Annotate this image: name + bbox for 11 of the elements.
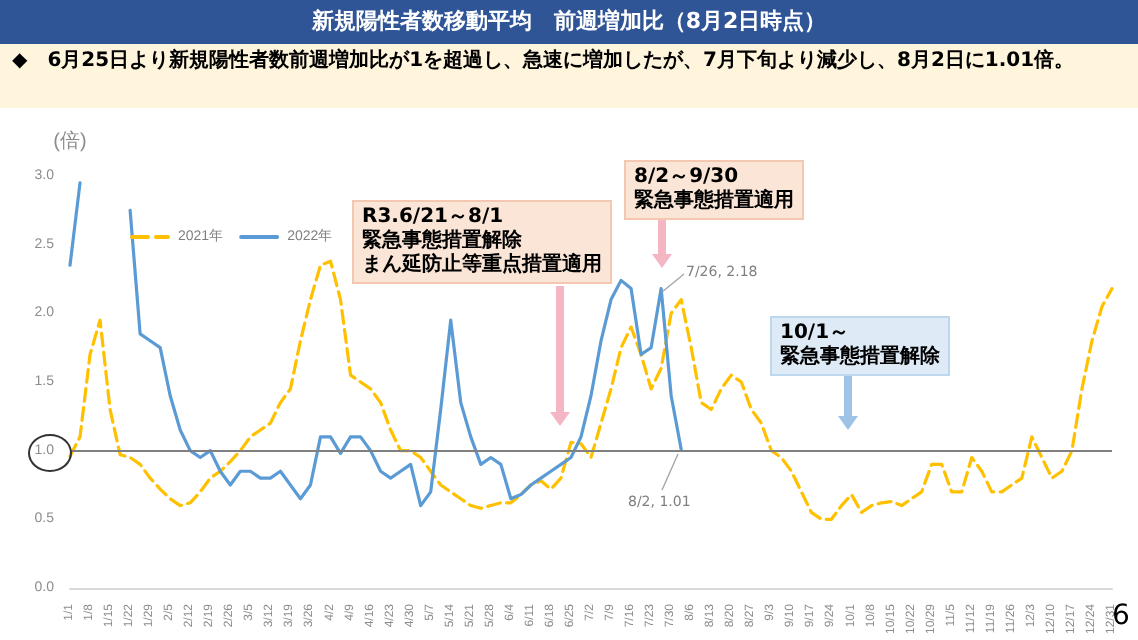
y-axis-title: (倍) [53,129,87,153]
chart-subtitle: ◆ 6月25日より新規陽性者数前週増加比が1を超過し、急速に増加したが、7月下旬より減少し、8月2日に1.01倍。 [0,44,1138,108]
annotation: まん延防止等重点措置適用 [362,254,602,278]
annotation: 緊急事態措置解除 [362,230,524,253]
annotation: 緊急事態措置適用 [634,190,794,214]
annotation: 10/1～ [780,322,852,345]
annotation: 8/2～9/30 [634,166,741,189]
chart-title: 新規陽性者数移動平均 前週増加比（8月2日時点） [0,0,1138,44]
text: 6 [1112,600,1130,632]
annotation: 緊急事態措置解除 [780,346,940,370]
annotation: R3.6/21～8/1 [362,206,506,229]
